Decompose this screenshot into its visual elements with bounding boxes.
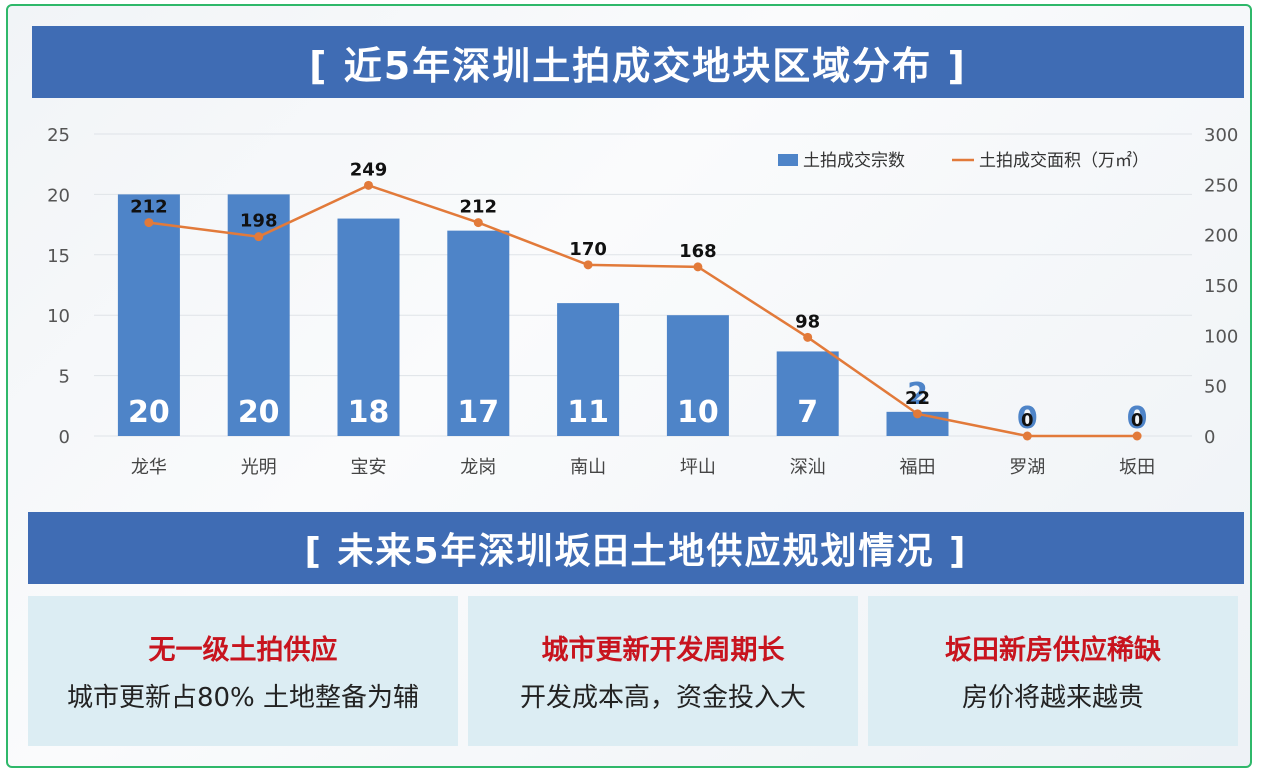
y-right-tick-label: 100 <box>1204 326 1238 347</box>
y-left-tick-label: 5 <box>59 367 70 388</box>
x-category-label: 深汕 <box>790 457 826 478</box>
y-left-tick-label: 20 <box>47 185 70 206</box>
legend-bar-swatch <box>778 154 798 166</box>
bar-value-label: 20 <box>238 395 280 430</box>
bar-value-label: 10 <box>677 395 719 430</box>
info-card-1: 无一级土拍供应 城市更新占80% 土地整备为辅 <box>28 596 458 746</box>
info-card-title: 坂田新房供应稀缺 <box>945 635 1161 666</box>
x-category-label: 龙岗 <box>460 457 496 478</box>
info-card-title: 城市更新开发周期长 <box>541 635 785 666</box>
line-point <box>364 180 373 190</box>
legend-bar-label: 土拍成交宗数 <box>803 151 905 171</box>
info-card-3: 坂田新房供应稀缺 房价将越来越贵 <box>868 596 1238 746</box>
line-value-label: 98 <box>795 311 820 332</box>
x-category-label: 龙华 <box>131 457 167 478</box>
line-point <box>913 409 922 419</box>
bar-value-label: 17 <box>457 395 499 430</box>
line-point <box>473 218 483 228</box>
line-point <box>254 232 264 242</box>
y-right-tick-label: 0 <box>1204 427 1215 448</box>
line-value-label: 212 <box>130 197 168 218</box>
bar-value-label: 11 <box>567 395 609 430</box>
y-left-tick-label: 0 <box>59 427 70 448</box>
x-category-label: 南山 <box>570 457 606 478</box>
bar-value-label: 18 <box>348 395 390 430</box>
bar <box>337 218 400 436</box>
line-value-label: 168 <box>679 241 717 262</box>
line-value-label: 198 <box>240 211 278 232</box>
info-card-text: 房价将越来越贵 <box>961 683 1144 713</box>
line-value-label: 170 <box>569 239 607 260</box>
x-category-label: 宝安 <box>351 457 387 478</box>
line-point <box>1132 431 1142 441</box>
line-value-label: 0 <box>1131 410 1144 431</box>
y-left-tick-label: 10 <box>47 306 70 327</box>
bar <box>117 194 180 436</box>
y-right-tick-label: 150 <box>1204 276 1238 297</box>
x-category-label: 福田 <box>900 457 936 478</box>
supply-title: [ 未来5年深圳坂田土地供应规划情况 ] <box>304 531 968 572</box>
y-right-tick-label: 300 <box>1204 125 1238 146</box>
y-right-tick-label: 50 <box>1204 377 1227 398</box>
info-card-title: 无一级土拍供应 <box>148 635 338 666</box>
line-point <box>1022 431 1032 441</box>
line-value-label: 0 <box>1021 410 1034 431</box>
bar-value-label: 0 <box>1127 401 1148 436</box>
legend-line-label: 土拍成交面积（万㎡） <box>979 151 1149 171</box>
bar <box>447 230 510 436</box>
line-point <box>693 262 703 272</box>
x-category-label: 坪山 <box>680 457 716 478</box>
x-category-label: 罗湖 <box>1009 457 1045 478</box>
bar-value-label: 20 <box>128 395 170 430</box>
bar-value-label: 2 <box>907 377 928 412</box>
y-left-tick-label: 15 <box>47 246 70 267</box>
info-card-2: 城市更新开发周期长 开发成本高，资金投入大 <box>468 596 858 746</box>
info-card-text: 城市更新占80% 土地整备为辅 <box>66 683 420 713</box>
line-point <box>803 332 813 342</box>
line-value-label: 212 <box>460 197 498 218</box>
area-series-line <box>148 183 1138 438</box>
line-point <box>144 218 154 228</box>
line-value-label: 22 <box>905 388 930 409</box>
bar-value-label: 0 <box>1017 401 1038 436</box>
bar-value-label: 7 <box>797 395 818 430</box>
bar <box>557 303 620 436</box>
x-category-label: 坂田 <box>1119 457 1155 478</box>
bar <box>776 351 839 436</box>
y-right-tick-label: 250 <box>1204 175 1238 196</box>
y-right-tick-label: 200 <box>1204 226 1238 247</box>
infographic-frame: [ 近5年深圳土拍成交地块区域分布 ] 0 5 10 15 20 25 0 50 100 150 2… <box>6 4 1252 768</box>
chart-area: 0 5 10 15 20 25 0 50 100 150 200 250 300 20 20 18 17 11 10… <box>8 6 1250 766</box>
line-value-label: 249 <box>350 159 388 180</box>
bar <box>666 315 729 436</box>
chart-title: [ 近5年深圳土拍成交地块区域分布 ] <box>309 43 967 88</box>
chart-title-banner: [ 近5年深圳土拍成交地块区域分布 ] <box>32 26 1244 98</box>
y-left-tick-label: 25 <box>47 125 70 146</box>
info-card-text: 开发成本高，资金投入大 <box>519 683 806 713</box>
supply-title-banner: [ 未来5年深圳坂田土地供应规划情况 ] <box>28 512 1244 584</box>
x-category-label: 光明 <box>241 457 277 478</box>
line-point <box>583 260 593 270</box>
